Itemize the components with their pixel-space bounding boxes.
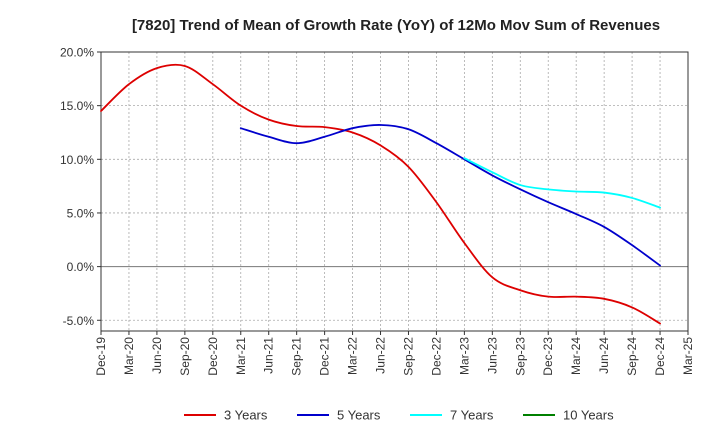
plot-area: 20.0% 15.0% 10.0% 5.0% 0.0% -5.0% Dec-19 Mar-20… (60, 46, 695, 376)
y-tick-label: 15.0% (60, 99, 94, 113)
y-tick-label: 0.0% (67, 260, 95, 274)
x-tick-label: Mar-22 (346, 337, 360, 375)
series-line-5-years (239, 124, 661, 267)
series-line-3-years (100, 63, 661, 325)
x-tick-label: Mar-20 (122, 337, 136, 375)
plot-frame (100, 51, 689, 332)
x-tick-label: Jun-24 (597, 337, 611, 374)
x-tick-label: Dec-23 (541, 337, 555, 376)
x-tick-label: Dec-19 (94, 337, 108, 376)
x-tick-label: Mar-24 (569, 337, 583, 375)
y-tick-label: 5.0% (67, 206, 95, 220)
x-tick-label: Dec-24 (653, 337, 667, 376)
x-tick-label: Sep-21 (290, 337, 304, 376)
x-tick-label: Sep-24 (625, 337, 639, 376)
x-tick-label: Mar-23 (457, 337, 471, 375)
y-tick-label: 20.0% (60, 46, 94, 60)
legend-label-5-years: 5 Years (337, 408, 381, 423)
legend-label-7-years: 7 Years (450, 408, 494, 423)
x-tick-label: Dec-21 (318, 337, 332, 376)
x-tick-label: Dec-20 (206, 337, 220, 376)
x-tick-label: Dec-22 (429, 337, 443, 376)
legend: 3 Years 5 Years 7 Years 10 Years (184, 408, 614, 423)
x-tick-label: Sep-22 (401, 337, 415, 376)
legend-label-10-years: 10 Years (563, 408, 614, 423)
x-tick-label: Jun-23 (485, 337, 499, 374)
x-tick-label: Jun-22 (374, 337, 388, 374)
y-tick-label: -5.0% (63, 314, 95, 328)
series-line-7-years (463, 157, 661, 209)
x-tick-label: Jun-21 (262, 337, 276, 374)
x-tick-label: Sep-23 (513, 337, 527, 376)
legend-label-3-years: 3 Years (224, 408, 268, 423)
x-tick-label: Mar-21 (234, 337, 248, 375)
chart-title: [7820] Trend of Mean of Growth Rate (YoY… (132, 17, 660, 34)
x-tick-label: Sep-20 (178, 337, 192, 376)
x-tick-label: Mar-25 (681, 337, 695, 375)
y-tick-label: 10.0% (60, 153, 94, 167)
x-tick-label: Jun-20 (150, 337, 164, 374)
